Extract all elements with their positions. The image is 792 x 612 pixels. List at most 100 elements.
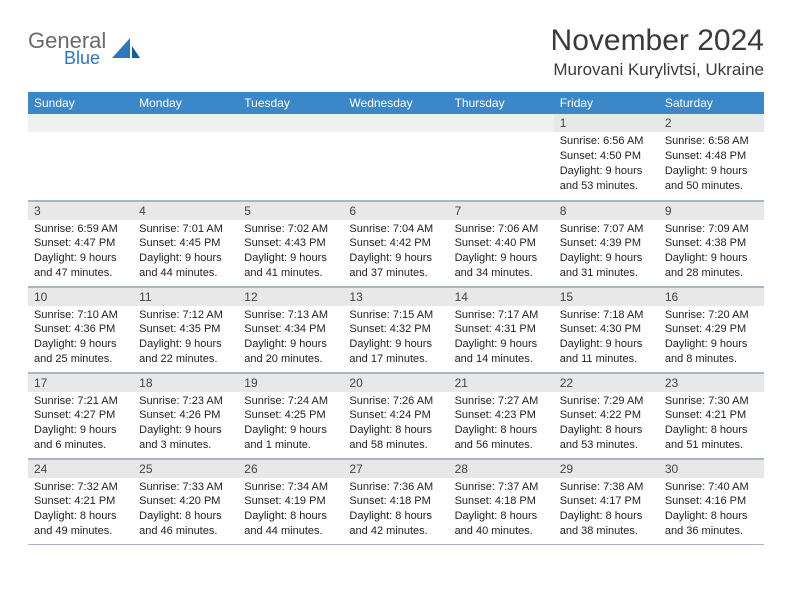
sunset-text: Sunset: 4:42 PM [349, 236, 442, 251]
daylight-text: Daylight: 8 hours and 56 minutes. [455, 423, 548, 453]
day-number: 11 [133, 287, 238, 306]
day-number: 30 [659, 459, 764, 478]
day-data [343, 132, 448, 138]
day-cell: 23Sunrise: 7:30 AMSunset: 4:21 PMDayligh… [659, 372, 764, 458]
daylight-text: Daylight: 9 hours and 22 minutes. [139, 337, 232, 367]
day-number: 5 [238, 201, 343, 220]
sunrise-text: Sunrise: 7:37 AM [455, 480, 548, 495]
calendar-week: 24Sunrise: 7:32 AMSunset: 4:21 PMDayligh… [28, 458, 764, 544]
sunset-text: Sunset: 4:48 PM [665, 149, 758, 164]
day-number: 21 [449, 373, 554, 392]
day-number: 25 [133, 459, 238, 478]
sunrise-text: Sunrise: 7:32 AM [34, 480, 127, 495]
sunrise-text: Sunrise: 7:40 AM [665, 480, 758, 495]
day-cell: 27Sunrise: 7:36 AMSunset: 4:18 PMDayligh… [343, 458, 448, 544]
day-number: 12 [238, 287, 343, 306]
day-cell: 9Sunrise: 7:09 AMSunset: 4:38 PMDaylight… [659, 200, 764, 286]
sunset-text: Sunset: 4:19 PM [244, 494, 337, 509]
sunrise-text: Sunrise: 7:09 AM [665, 222, 758, 237]
day-data [449, 132, 554, 138]
sunset-text: Sunset: 4:43 PM [244, 236, 337, 251]
day-cell: 10Sunrise: 7:10 AMSunset: 4:36 PMDayligh… [28, 286, 133, 372]
daylight-text: Daylight: 9 hours and 1 minute. [244, 423, 337, 453]
day-cell: 30Sunrise: 7:40 AMSunset: 4:16 PMDayligh… [659, 458, 764, 544]
sunset-text: Sunset: 4:47 PM [34, 236, 127, 251]
daylight-text: Daylight: 9 hours and 6 minutes. [34, 423, 127, 453]
sunset-text: Sunset: 4:21 PM [665, 408, 758, 423]
day-cell: 15Sunrise: 7:18 AMSunset: 4:30 PMDayligh… [554, 286, 659, 372]
day-cell: 29Sunrise: 7:38 AMSunset: 4:17 PMDayligh… [554, 458, 659, 544]
empty-cell [133, 114, 238, 200]
sunrise-text: Sunrise: 7:27 AM [455, 394, 548, 409]
day-data: Sunrise: 7:07 AMSunset: 4:39 PMDaylight:… [554, 220, 659, 285]
sunset-text: Sunset: 4:40 PM [455, 236, 548, 251]
sunrise-text: Sunrise: 7:07 AM [560, 222, 653, 237]
day-header-row: SundayMondayTuesdayWednesdayThursdayFrid… [28, 92, 764, 114]
day-data: Sunrise: 7:04 AMSunset: 4:42 PMDaylight:… [343, 220, 448, 285]
empty-cell [343, 114, 448, 200]
day-data: Sunrise: 7:02 AMSunset: 4:43 PMDaylight:… [238, 220, 343, 285]
day-data: Sunrise: 7:01 AMSunset: 4:45 PMDaylight:… [133, 220, 238, 285]
empty-cell [28, 114, 133, 200]
daylight-text: Daylight: 9 hours and 53 minutes. [560, 164, 653, 194]
day-cell: 7Sunrise: 7:06 AMSunset: 4:40 PMDaylight… [449, 200, 554, 286]
day-cell: 14Sunrise: 7:17 AMSunset: 4:31 PMDayligh… [449, 286, 554, 372]
sunrise-text: Sunrise: 7:04 AM [349, 222, 442, 237]
day-cell: 5Sunrise: 7:02 AMSunset: 4:43 PMDaylight… [238, 200, 343, 286]
calendar-body: 1Sunrise: 6:56 AMSunset: 4:50 PMDaylight… [28, 114, 764, 544]
calendar-table: SundayMondayTuesdayWednesdayThursdayFrid… [28, 92, 764, 545]
day-data: Sunrise: 7:24 AMSunset: 4:25 PMDaylight:… [238, 392, 343, 457]
sunrise-text: Sunrise: 6:58 AM [665, 134, 758, 149]
day-data: Sunrise: 6:59 AMSunset: 4:47 PMDaylight:… [28, 220, 133, 285]
day-data: Sunrise: 7:18 AMSunset: 4:30 PMDaylight:… [554, 306, 659, 371]
day-cell: 16Sunrise: 7:20 AMSunset: 4:29 PMDayligh… [659, 286, 764, 372]
sunrise-text: Sunrise: 7:06 AM [455, 222, 548, 237]
sunset-text: Sunset: 4:25 PM [244, 408, 337, 423]
sunrise-text: Sunrise: 7:12 AM [139, 308, 232, 323]
daylight-text: Daylight: 9 hours and 34 minutes. [455, 251, 548, 281]
daylight-text: Daylight: 9 hours and 37 minutes. [349, 251, 442, 281]
day-cell: 26Sunrise: 7:34 AMSunset: 4:19 PMDayligh… [238, 458, 343, 544]
daylight-text: Daylight: 9 hours and 28 minutes. [665, 251, 758, 281]
daylight-text: Daylight: 8 hours and 51 minutes. [665, 423, 758, 453]
day-data: Sunrise: 6:58 AMSunset: 4:48 PMDaylight:… [659, 132, 764, 197]
day-data: Sunrise: 7:23 AMSunset: 4:26 PMDaylight:… [133, 392, 238, 457]
day-number: 3 [28, 201, 133, 220]
day-cell: 21 Sunrise: 7:27 AMSunset: 4:23 PMDayligh… [449, 372, 554, 458]
sunset-text: Sunset: 4:30 PM [560, 322, 653, 337]
day-data: Sunrise: 7:21 AMSunset: 4:27 PMDaylight:… [28, 392, 133, 457]
sunrise-text: Sunrise: 7:36 AM [349, 480, 442, 495]
calendar-week: 10Sunrise: 7:10 AMSunset: 4:36 PMDayligh… [28, 286, 764, 372]
day-data: Sunrise: 7:33 AMSunset: 4:20 PMDaylight:… [133, 478, 238, 543]
day-data: Sunrise: 7:12 AMSunset: 4:35 PMDaylight:… [133, 306, 238, 371]
day-data: Sunrise: 7:26 AMSunset: 4:24 PMDaylight:… [343, 392, 448, 457]
day-number: 1 [554, 114, 659, 132]
day-number [449, 114, 554, 132]
day-number [238, 114, 343, 132]
daylight-text: Daylight: 8 hours and 36 minutes. [665, 509, 758, 539]
day-number: 15 [554, 287, 659, 306]
day-header: Saturday [659, 92, 764, 114]
day-data: Sunrise: 7:38 AMSunset: 4:17 PMDaylight:… [554, 478, 659, 543]
day-data [238, 132, 343, 138]
sunset-text: Sunset: 4:24 PM [349, 408, 442, 423]
daylight-text: Daylight: 9 hours and 17 minutes. [349, 337, 442, 367]
day-cell: 18Sunrise: 7:23 AMSunset: 4:26 PMDayligh… [133, 372, 238, 458]
sunrise-text: Sunrise: 7:21 AM [34, 394, 127, 409]
sunrise-text: Sunrise: 7:17 AM [455, 308, 548, 323]
day-cell: 17Sunrise: 7:21 AMSunset: 4:27 PMDayligh… [28, 372, 133, 458]
sunrise-text: Sunrise: 6:59 AM [34, 222, 127, 237]
sunrise-text: Sunrise: 7:23 AM [139, 394, 232, 409]
daylight-text: Daylight: 8 hours and 38 minutes. [560, 509, 653, 539]
day-data [28, 132, 133, 138]
sunset-text: Sunset: 4:18 PM [455, 494, 548, 509]
sunrise-text: Sunrise: 7:34 AM [244, 480, 337, 495]
daylight-text: Daylight: 8 hours and 58 minutes. [349, 423, 442, 453]
daylight-text: Daylight: 8 hours and 53 minutes. [560, 423, 653, 453]
day-number: 27 [343, 459, 448, 478]
sunrise-text: Sunrise: 7:10 AM [34, 308, 127, 323]
calendar-week: 1Sunrise: 6:56 AMSunset: 4:50 PMDaylight… [28, 114, 764, 200]
sunset-text: Sunset: 4:32 PM [349, 322, 442, 337]
day-number: 19 [238, 373, 343, 392]
sunset-text: Sunset: 4:23 PM [455, 408, 548, 423]
